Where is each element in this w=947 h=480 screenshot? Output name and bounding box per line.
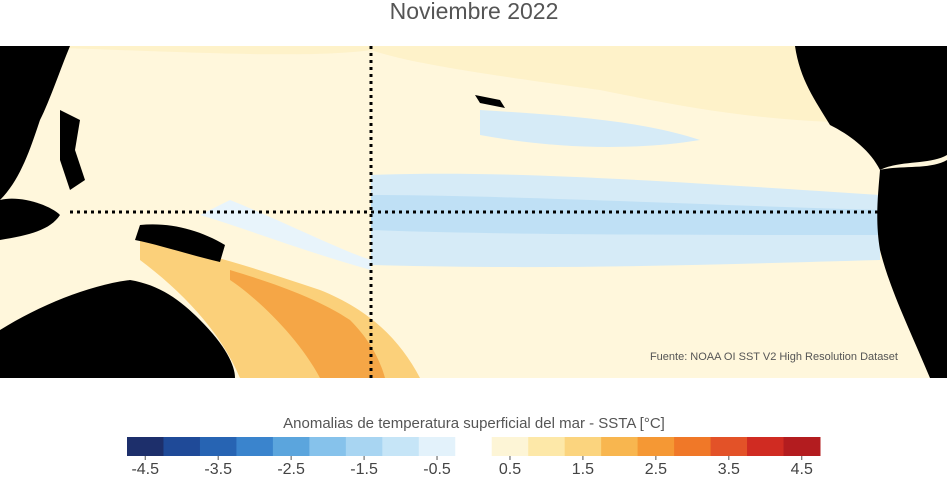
tick-label: 0.5: [499, 461, 521, 478]
tick-label: 1.5: [572, 461, 594, 478]
tick-label: -4.5: [131, 461, 159, 478]
tick-label: -0.5: [423, 461, 451, 478]
land: [60, 110, 85, 190]
colorbar-bin: [564, 437, 602, 456]
land: [475, 95, 505, 108]
land: [877, 160, 947, 378]
colorbar-bin: [309, 437, 347, 456]
colorbar-bin: [345, 437, 383, 456]
tick-label: -3.5: [204, 461, 232, 478]
anomaly-region: [230, 270, 385, 378]
land: [135, 224, 225, 262]
colorbar-bin: [783, 437, 821, 456]
land: [0, 280, 235, 378]
tick-label: 2.5: [645, 461, 667, 478]
land: [0, 198, 60, 240]
colorbar-bin: [528, 437, 566, 456]
colorbar-bin: [163, 437, 201, 456]
tick-label: -2.5: [277, 461, 305, 478]
colorbar: -4.5 -3.5 -2.5 -1.5 -0.5 0.5 1.5 2.5 3.5 4.5: [127, 437, 821, 478]
colorbar-bin: [127, 437, 164, 456]
colorbar-bin: [199, 437, 237, 456]
land: [840, 100, 900, 122]
colorbar-bin: [491, 437, 529, 456]
colorbar-label: Anomalias de temperatura superficial del…: [283, 415, 665, 432]
colorbar-bin: [674, 437, 712, 456]
tick-label: 3.5: [718, 461, 740, 478]
colorbar-bin: [418, 437, 456, 456]
colorbar-bin: [601, 437, 639, 456]
map: Fuente: NOAA OI SST V2 High Resolution D…: [0, 46, 947, 378]
anomaly-region: [200, 200, 371, 270]
tick-label: 4.5: [791, 461, 813, 478]
land: [0, 46, 70, 200]
colorbar-bin: [272, 437, 310, 456]
colorbar-bin: [710, 437, 748, 456]
tick-label: -1.5: [350, 461, 378, 478]
anomaly-region: [0, 46, 947, 123]
colorbar-bin: [455, 437, 493, 456]
anomaly-region: [480, 110, 700, 147]
colorbar-bin: [236, 437, 274, 456]
source-note: Fuente: NOAA OI SST V2 High Resolution D…: [650, 351, 898, 363]
title: Noviembre 2022: [390, 0, 559, 24]
colorbar-bin: [637, 437, 675, 456]
colorbar-bin: [382, 437, 420, 456]
anomaly-region: [371, 195, 880, 235]
colorbar-bin: [747, 437, 785, 456]
